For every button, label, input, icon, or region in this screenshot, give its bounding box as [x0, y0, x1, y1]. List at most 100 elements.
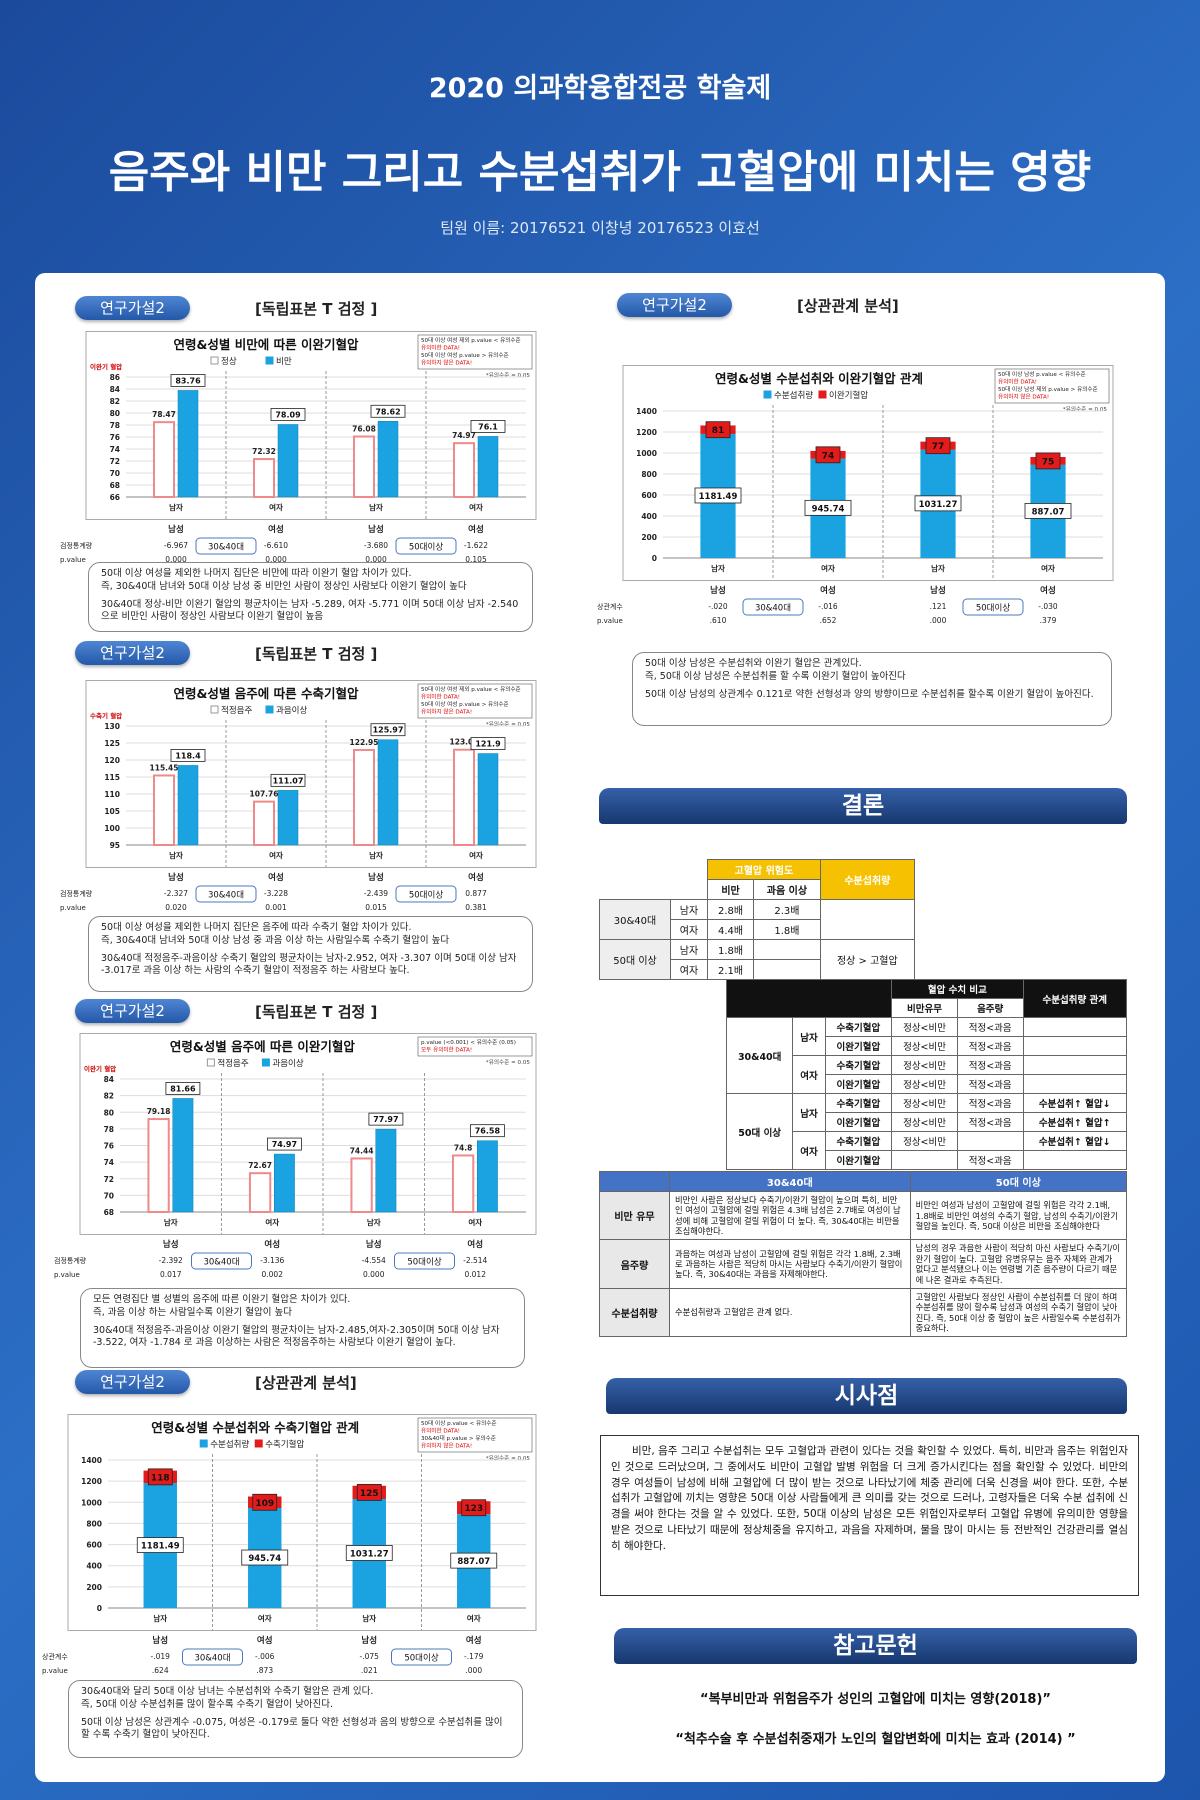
value-label: 125.97 — [373, 726, 404, 735]
sex-cell: 여자 — [792, 1055, 826, 1094]
stat-value: -.179 — [464, 1652, 484, 1661]
y-tick-label: 70 — [104, 1191, 114, 1200]
y-tick-label: 82 — [110, 397, 120, 406]
obesity-cell: 정상<비만 — [891, 1112, 958, 1132]
note-text: 즉, 과음 이상 하는 사람일수록 이완기 혈압이 높다 — [93, 1306, 292, 1318]
value-cell: 2.1배 — [706, 959, 755, 980]
table-row: 30&40대 남자 2.8배 2.3배 — [599, 899, 916, 940]
x-tick-label: 여자 — [258, 1613, 272, 1623]
note-box: 50대 이상 여성을 제외한 나머지 집단은 음주에 따라 수축기 혈압 차이가… — [88, 916, 533, 992]
team: 팀원 이름: 20176521 이창녕 20176523 이효선 — [440, 219, 760, 237]
method-label: [독립표본 T 검정 ] — [255, 645, 378, 663]
water-cell — [819, 899, 916, 940]
sex-cell: 남자 — [669, 899, 709, 920]
bar — [177, 390, 199, 498]
header-row: 고혈압 위험도 수분섭취량 — [600, 859, 916, 900]
note-box: 모든 연령집단 별 성별의 음주에 따른 이완기 혈압은 차이가 있다. 즉, 과… — [80, 1288, 525, 1368]
legend-label: 적정음주 — [221, 705, 252, 716]
sub-category-label: 남성 — [368, 524, 384, 535]
x-tick-label: 남자 — [362, 1613, 376, 1623]
y-tick-label: 400 — [641, 512, 657, 521]
bar — [253, 800, 275, 846]
value-label: 75 — [1042, 457, 1055, 467]
chart-title: 연령&성별 수분섭취와 이완기혈압 관계 — [715, 371, 923, 386]
group-label: 50대이상 — [407, 1257, 441, 1268]
alcohol-cell: 적정<과음 — [956, 1112, 1024, 1132]
sub-category-label: 남성 — [366, 1239, 382, 1250]
water-cell — [1022, 1055, 1127, 1075]
stat-value: -2.327 — [164, 889, 188, 898]
value-label: 109 — [255, 1499, 274, 1509]
y-tick-label: 74 — [110, 445, 120, 454]
y-tick-label: 800 — [86, 1519, 102, 1528]
sex-cell: 남자 — [669, 939, 709, 960]
stat-value: 0.381 — [465, 903, 487, 912]
measure-cell: 이완기혈압 — [824, 1074, 893, 1094]
value-label: 121.9 — [475, 740, 501, 749]
y-tick-label: 100 — [104, 824, 120, 833]
y-tick-label: 78 — [110, 421, 120, 430]
water-cell: 수분섭취↑ 혈압↑ — [1022, 1112, 1127, 1132]
y-tick-label: 110 — [104, 790, 120, 799]
legend-note: 50대 이상 p.value < 유의수준 — [421, 1419, 497, 1427]
legend-note: 50대 이상 남성 p.value < 유의수준 — [998, 370, 1086, 378]
legend-note: 50대 이상 여성 제외 p.value < 유의수준 — [421, 685, 521, 693]
chart-title: 연령&성별 비만에 따른 이완기혈압 — [174, 337, 359, 352]
column-header: 50대 이상 — [909, 1171, 1128, 1192]
stat-value: -3.136 — [260, 1256, 284, 1265]
value-label: 77 — [932, 442, 945, 452]
y-tick-label: 105 — [104, 807, 120, 816]
legend-label: 적정음주 — [217, 1058, 248, 1069]
note-text: 50대 이상 남성은 상관계수 -0.075, 여성은 -0.179로 둘다 약… — [81, 1716, 503, 1741]
stat-label: 상관계수 — [597, 602, 623, 611]
stat-label: p.value — [60, 904, 86, 912]
y-tick-label: 72 — [110, 457, 120, 466]
sub-category-label: 남성 — [710, 585, 726, 596]
value-label-box — [694, 487, 742, 504]
table-row: 여자 4.4배 1.8배 — [600, 919, 915, 940]
stat-value: 0.105 — [465, 555, 487, 564]
y-tick-label: 76 — [110, 433, 120, 442]
stat-value: -.019 — [151, 1652, 171, 1661]
note-box — [417, 1036, 533, 1057]
legend-note: 50대 이상 남성 제외 p.value > 유의수준 — [998, 385, 1098, 393]
legend-label: 정상 — [221, 356, 237, 367]
stat-value: .000 — [930, 616, 947, 625]
stat-value: -.020 — [708, 602, 728, 611]
significance-note: *유의수준 = 0.05 — [486, 1455, 531, 1462]
y-tick-label: 66 — [110, 493, 120, 502]
x-tick-label: 여자 — [1041, 563, 1055, 573]
measure-cell: 이완기혈압 — [824, 1150, 893, 1170]
legend-note: 유의하지 않은 DATA! — [421, 708, 472, 716]
note-text: 50대 이상 여성을 제외한 나머지 집단은 음주에 따라 수축기 혈압 차이가… — [101, 922, 412, 933]
value-label-box — [1035, 452, 1061, 470]
stat-value: -6.967 — [164, 541, 188, 550]
stat-value: -.030 — [1038, 602, 1058, 611]
bar — [177, 765, 199, 846]
bar — [353, 435, 375, 498]
chart-title: 연령&성별 음주에 따른 수축기혈압 — [174, 686, 359, 701]
risk-table: 고혈압 위험도 수분섭취량 비만 과음 이상 30&40대 남자 2.8배 2.3배 여자 4.4… — [599, 859, 916, 980]
legend-label: 비만 — [276, 357, 292, 367]
x-tick-label: 여자 — [821, 563, 835, 573]
value-label-box — [1024, 503, 1072, 519]
y-axis-label: 이완기 혈압 — [84, 1064, 116, 1073]
row-header: 수분섭취량 — [599, 1287, 670, 1338]
stat-value: 0.012 — [465, 1270, 487, 1279]
bar — [274, 1153, 295, 1213]
value-label: 111.07 — [273, 776, 304, 785]
note-text: 30&40대 정상-비만 이완기 혈압의 평균차이는 남자 -5.289, 여자… — [101, 598, 519, 623]
value-label: 945.74 — [812, 504, 845, 514]
bar — [277, 790, 299, 846]
hypothesis-tag: 연구가설2 — [617, 293, 732, 317]
value-label: 76.58 — [475, 1127, 501, 1136]
reference: “복부비만과 위험음주가 성인의 고혈압에 미치는 영향(2018)” — [700, 1692, 1051, 1707]
group-label: 30&40대 — [194, 1654, 230, 1664]
hypothesis-tag: 연구가설2 — [75, 999, 190, 1023]
stat-value: .610 — [710, 616, 727, 625]
x-tick-label: 남자 — [931, 563, 945, 573]
group-box — [742, 598, 804, 616]
value-label: 81 — [712, 426, 725, 436]
alcohol-cell: 적정<과음 — [956, 1036, 1024, 1056]
